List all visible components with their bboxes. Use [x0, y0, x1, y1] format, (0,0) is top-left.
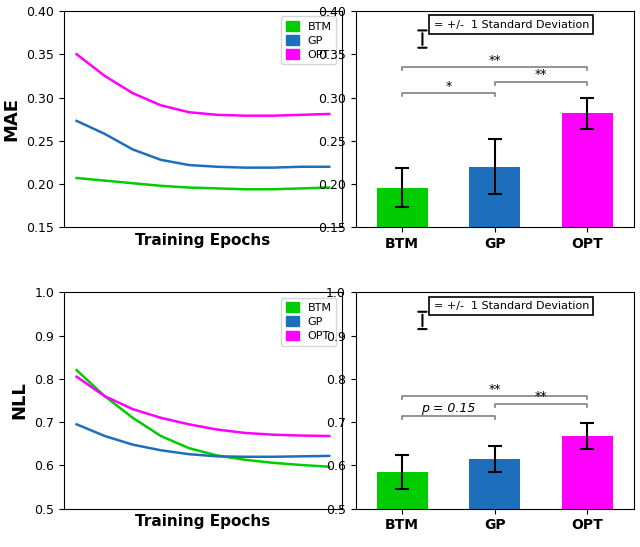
Text: p = 0.15: p = 0.15 — [421, 402, 476, 415]
Text: **: ** — [488, 54, 501, 67]
Legend: BTM, GP, OPT: BTM, GP, OPT — [281, 16, 336, 65]
Bar — [469, 167, 520, 228]
Text: **: ** — [535, 68, 547, 82]
X-axis label: Training Epochs: Training Epochs — [135, 233, 271, 248]
Y-axis label: NLL: NLL — [11, 382, 29, 420]
X-axis label: Training Epochs: Training Epochs — [135, 514, 271, 529]
Bar — [562, 113, 612, 228]
Bar — [376, 472, 428, 509]
Bar — [469, 459, 520, 509]
Legend: BTM, GP, OPT: BTM, GP, OPT — [281, 298, 336, 346]
Text: *: * — [445, 79, 451, 92]
Text: = +/-  1 Standard Deviation: = +/- 1 Standard Deviation — [433, 20, 589, 30]
Text: = +/-  1 Standard Deviation: = +/- 1 Standard Deviation — [433, 301, 589, 311]
Bar — [376, 188, 428, 228]
Y-axis label: MAE: MAE — [3, 97, 21, 141]
Text: **: ** — [535, 390, 547, 403]
Text: **: ** — [488, 382, 501, 395]
Bar — [562, 436, 612, 509]
